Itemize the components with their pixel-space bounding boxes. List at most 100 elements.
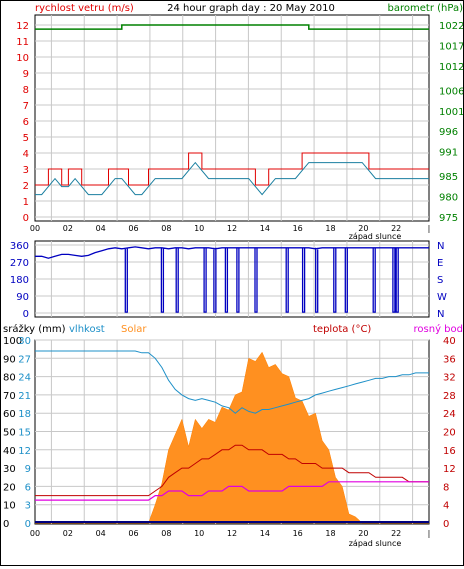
x-tick-label: 14 bbox=[260, 224, 270, 233]
dewpoint-label: rosný bod bbox=[414, 323, 463, 335]
rain-tick-label: 30 bbox=[3, 464, 16, 475]
humidity-tick-label: 18 bbox=[18, 409, 31, 420]
direction-tick-label: 0 bbox=[23, 309, 29, 320]
wind-tick-label: 5 bbox=[23, 133, 29, 144]
wind-direction-line bbox=[35, 246, 429, 313]
direction-tick-label: 90 bbox=[16, 292, 29, 303]
x-tick-label: 16 bbox=[293, 529, 303, 538]
humidity-tick-label: 6 bbox=[25, 482, 31, 493]
temperature-line bbox=[35, 444, 429, 497]
wind-tick-label: 9 bbox=[23, 69, 29, 80]
rain-tick-label: 90 bbox=[3, 354, 16, 365]
humidity-tick-label: 21 bbox=[18, 391, 31, 402]
chart-title: 24 hour graph day : 20 May 2010 bbox=[167, 3, 335, 14]
barometer-line bbox=[35, 24, 429, 30]
temperature-tick-label: 32 bbox=[443, 373, 456, 384]
x-tick-label: 18 bbox=[325, 529, 335, 538]
compass-tick-label: E bbox=[437, 258, 443, 269]
direction-tick-label: 180 bbox=[10, 275, 29, 286]
temperature-tick-label: 16 bbox=[443, 446, 456, 457]
temperature-tick-label: 12 bbox=[443, 464, 456, 475]
barometer-tick-label: 980 bbox=[439, 193, 458, 204]
temperature-label: teplota (°C) bbox=[313, 324, 371, 335]
rain-tick-label: 0 bbox=[3, 519, 9, 530]
humidity-tick-label: 3 bbox=[25, 501, 31, 512]
wind-tick-label: 11 bbox=[16, 37, 29, 48]
rain-tick-label: 100 bbox=[3, 336, 22, 347]
rain-tick-label: 40 bbox=[3, 446, 16, 457]
temperature-tick-label: 0 bbox=[443, 519, 449, 530]
rain-tick-label: 50 bbox=[3, 428, 16, 439]
wind-tick-label: 10 bbox=[16, 53, 29, 64]
barometer-tick-label: 1001 bbox=[439, 107, 463, 118]
wind-tick-label: 1 bbox=[23, 197, 29, 208]
compass-tick-label: N bbox=[437, 241, 444, 252]
barometer-tick-label: 991 bbox=[439, 148, 458, 159]
humidity-label: vlhkost bbox=[69, 324, 105, 335]
barometer-tick-label: 1006 bbox=[439, 86, 463, 97]
x-tick-label: 22 bbox=[391, 224, 401, 233]
compass-tick-label: N bbox=[437, 309, 444, 320]
humidity-tick-label: 0 bbox=[25, 519, 31, 530]
barometer-tick-label: 996 bbox=[439, 127, 458, 138]
x-tick-label: 00 bbox=[30, 529, 40, 538]
wind-avg-line bbox=[35, 161, 429, 196]
dewpoint-line bbox=[35, 481, 429, 501]
temperature-tick-label: 20 bbox=[443, 428, 456, 439]
barometer-tick-label: 975 bbox=[439, 213, 458, 224]
humidity-tick-label: 24 bbox=[18, 373, 31, 384]
barometer-tick-label: 1022 bbox=[439, 21, 463, 32]
wind-tick-label: 8 bbox=[23, 85, 29, 96]
rain-tick-label: 80 bbox=[3, 373, 16, 384]
x-tick-label: 08 bbox=[161, 224, 171, 233]
rain-tick-label: 10 bbox=[3, 501, 16, 512]
humidity-tick-label: 27 bbox=[18, 354, 31, 365]
rain-tick-label: 70 bbox=[3, 391, 16, 402]
solar-label: Solar bbox=[121, 324, 147, 335]
x-tick-label: 02 bbox=[63, 224, 73, 233]
temperature-tick-label: 4 bbox=[443, 501, 449, 512]
humidity-line bbox=[35, 350, 429, 414]
temperature-tick-label: 40 bbox=[443, 336, 456, 347]
wind-tick-label: 3 bbox=[23, 165, 29, 176]
barometer-axis-label: barometr (hPa) bbox=[388, 3, 463, 14]
x-tick-label: 06 bbox=[128, 224, 138, 233]
wind-axis-label: rychlost vetru (m/s) bbox=[35, 3, 134, 14]
x-tick-label: 12 bbox=[227, 529, 237, 538]
temperature-tick-label: 36 bbox=[443, 354, 456, 365]
x-tick-label: 04 bbox=[96, 224, 106, 233]
x-tick-label: | bbox=[428, 529, 431, 538]
compass-tick-label: S bbox=[437, 275, 443, 286]
humidity-tick-label: 30 bbox=[18, 336, 31, 347]
humidity-tick-label: 15 bbox=[18, 428, 31, 439]
direction-tick-label: 360 bbox=[10, 241, 29, 252]
x-tick-label: 04 bbox=[96, 529, 106, 538]
wind-tick-label: 2 bbox=[23, 181, 29, 192]
sunset-label: západ slunce bbox=[349, 232, 402, 241]
wind-tick-label: 7 bbox=[23, 101, 29, 112]
rain-tick-label: 20 bbox=[3, 482, 16, 493]
rain-tick-label: 60 bbox=[3, 409, 16, 420]
barometer-tick-label: 985 bbox=[439, 172, 458, 183]
sunset-label-bottom: západ slunce bbox=[349, 539, 402, 548]
humidity-tick-label: 12 bbox=[18, 446, 31, 457]
rain-label: srážky (mm) bbox=[3, 323, 66, 335]
wind-tick-label: 4 bbox=[23, 149, 29, 160]
x-tick-label: 10 bbox=[194, 224, 204, 233]
x-tick-label: 12 bbox=[227, 224, 237, 233]
x-tick-label: 14 bbox=[260, 529, 270, 538]
x-tick-label: 06 bbox=[128, 529, 138, 538]
x-tick-label: 22 bbox=[391, 529, 401, 538]
wind-speed-line bbox=[35, 152, 429, 186]
temperature-tick-label: 28 bbox=[443, 391, 456, 402]
x-tick-label: 18 bbox=[325, 224, 335, 233]
x-tick-label: 20 bbox=[358, 224, 368, 233]
humidity-tick-label: 9 bbox=[25, 464, 31, 475]
wind-tick-label: 12 bbox=[16, 21, 29, 32]
wind-tick-label: 6 bbox=[23, 117, 29, 128]
x-tick-label: 20 bbox=[358, 529, 368, 538]
